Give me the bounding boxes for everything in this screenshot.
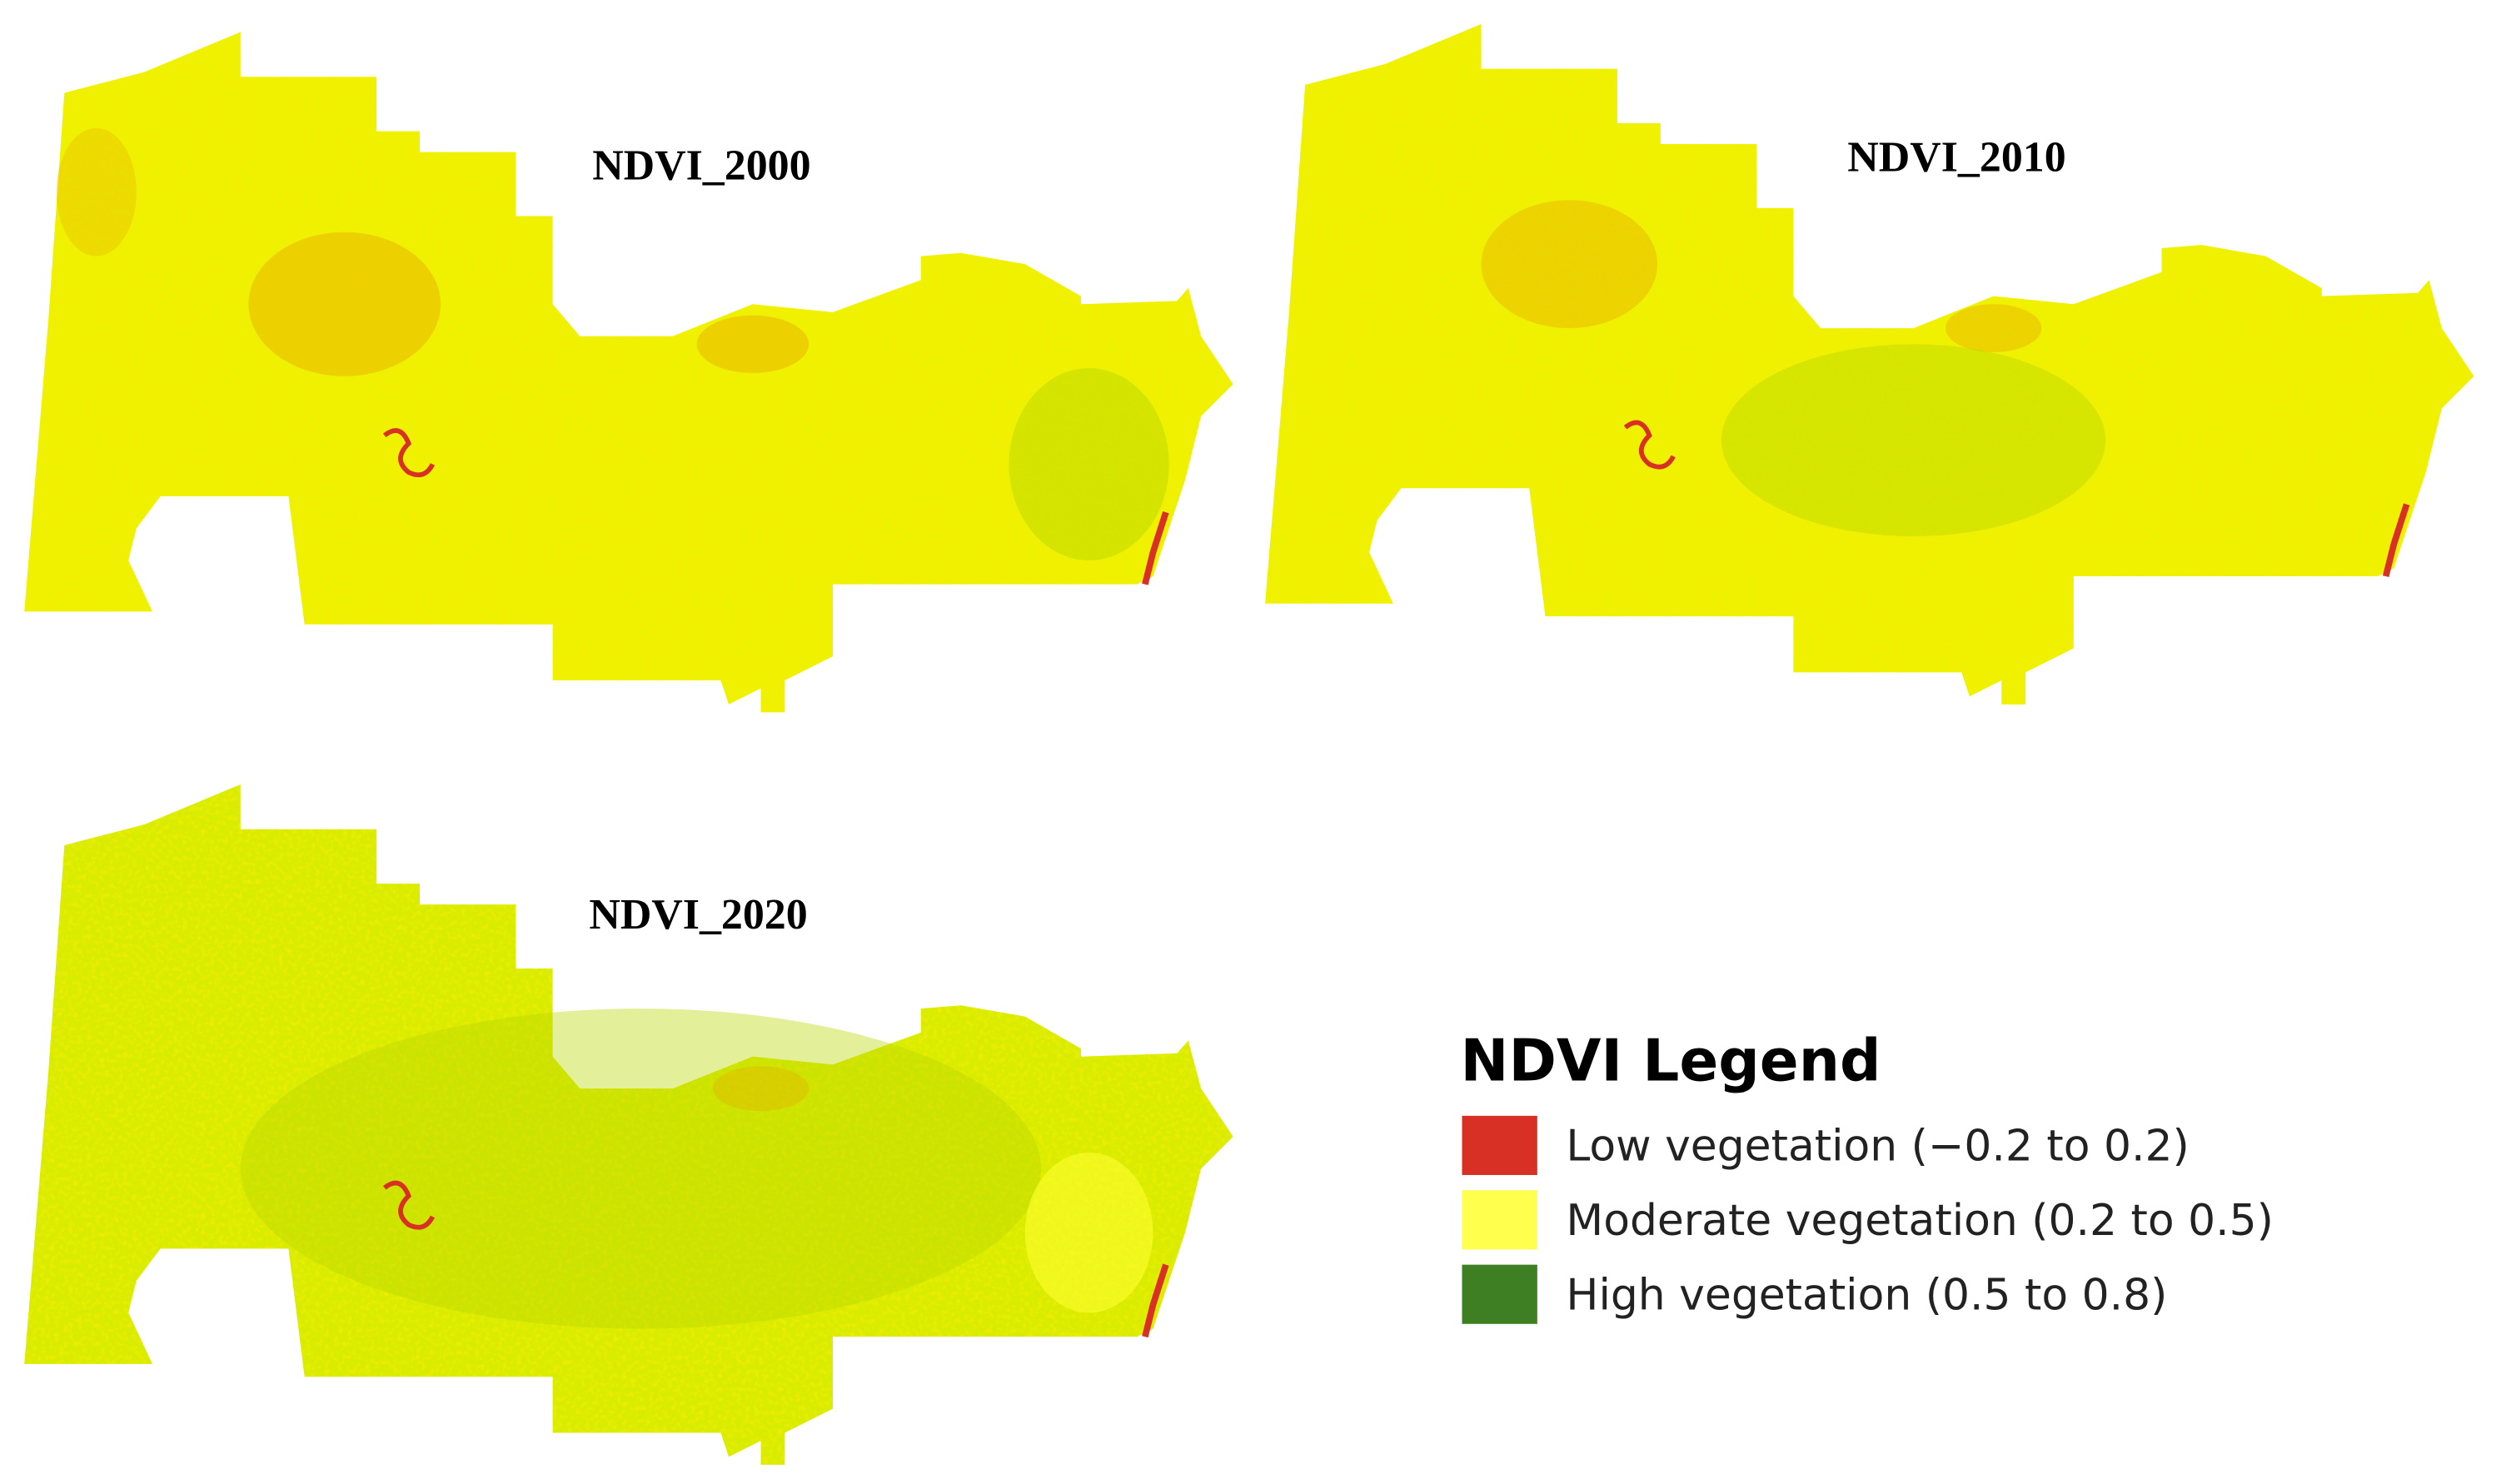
legend: NDVI Legend Low vegetation (−0.2 to 0.2)… [1461,1028,2274,1324]
river [1142,1263,1169,1338]
legend-label: Moderate vegetation (0.2 to 0.5) [1566,1196,2273,1246]
patch [712,1066,810,1112]
patch [1009,368,1169,560]
map-2020: NDVI_2020 [24,784,1233,1465]
map-title: NDVI_2010 [1847,134,2065,182]
patch [240,1008,1041,1329]
region-shape [24,32,1233,713]
river [1623,420,1676,470]
patch [1024,1153,1153,1313]
patch [248,232,441,376]
patch [1721,344,2106,536]
patch [696,315,810,373]
legend-swatch [1462,1115,1537,1175]
patch [56,127,137,256]
river [1142,510,1169,585]
patch [1946,304,2042,352]
river [2382,503,2410,577]
legend-title: NDVI Legend [1461,1028,1881,1095]
river [382,428,436,478]
legend-label: Low vegetation (−0.2 to 0.2) [1566,1122,2189,1172]
legend-swatch [1462,1264,1537,1324]
map-2000: NDVI_2000 [24,32,1233,713]
patch [1481,200,1658,329]
map-title: NDVI_2000 [592,142,810,189]
river [382,1180,436,1230]
map-title: NDVI_2020 [589,891,807,939]
legend-label: High vegetation (0.5 to 0.8) [1566,1270,2167,1320]
legend-swatch [1462,1190,1537,1250]
map-2010: NDVI_2010 [1265,23,2474,705]
